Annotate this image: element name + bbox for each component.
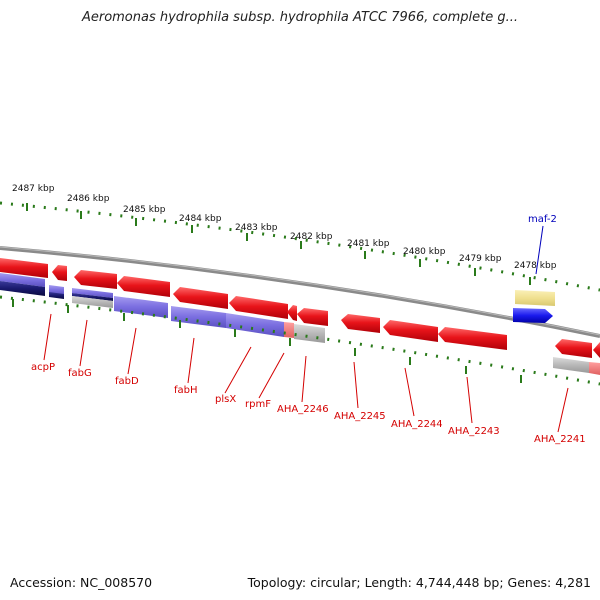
gene-arrow-fabD[interactable] bbox=[117, 276, 170, 297]
track-segment bbox=[171, 306, 226, 328]
track-segment bbox=[0, 281, 45, 296]
gene-arrow-AHA_2246[interactable] bbox=[297, 308, 328, 326]
gene-label-AHA_2241[interactable]: AHA_2241 bbox=[534, 434, 586, 445]
track-segment bbox=[72, 288, 113, 298]
gene-labels: acpP fabG fabD fabH plsX rpmF AHA_2246 A… bbox=[31, 214, 586, 445]
accession-text: Accession: NC_008570 bbox=[10, 575, 153, 590]
gene-arrow-plsX[interactable] bbox=[229, 296, 288, 319]
gene-label-acpP[interactable]: acpP bbox=[31, 362, 55, 373]
map-title: Aeromonas hydrophila subsp. hydrophila A… bbox=[81, 10, 519, 25]
inner-tracks bbox=[0, 273, 600, 375]
gene-label-AHA_2245[interactable]: AHA_2245 bbox=[334, 411, 386, 422]
track-segment bbox=[49, 292, 64, 299]
gene-label-AHA_2246[interactable]: AHA_2246 bbox=[277, 404, 329, 415]
ruler-label: 2478 kbp bbox=[514, 261, 557, 271]
inner-ruler-major-ticks bbox=[12, 299, 522, 383]
gene-arrow-AHA_2244[interactable] bbox=[383, 320, 438, 342]
track-segment bbox=[589, 362, 600, 375]
track-segment bbox=[72, 296, 113, 308]
ruler-label: 2481 kbp bbox=[347, 239, 390, 249]
track-segment bbox=[72, 293, 113, 301]
track-segment bbox=[114, 296, 168, 318]
outer-ruler-major-ticks bbox=[26, 203, 531, 285]
ruler-label: 2483 kbp bbox=[235, 223, 278, 233]
forward-strand-genes bbox=[513, 290, 555, 323]
gene-label-AHA_2244[interactable]: AHA_2244 bbox=[391, 419, 443, 430]
topology-text: Topology: circular; Length: 4,744,448 bp… bbox=[247, 575, 591, 590]
track-maf-2 bbox=[515, 290, 555, 306]
gene-arrow-AHA_2245[interactable] bbox=[341, 314, 380, 333]
track-segment bbox=[0, 273, 45, 287]
ruler-labels: 2487 kbp 2486 kbp 2485 kbp 2484 kbp 2483… bbox=[12, 184, 557, 271]
gene-arrow-AHA_2241[interactable] bbox=[555, 339, 592, 358]
gene-arrow-AHA_2243[interactable] bbox=[438, 327, 507, 350]
track-segment bbox=[226, 313, 284, 337]
gene-arrow-edge[interactable] bbox=[593, 342, 600, 358]
ruler-label: 2486 kbp bbox=[67, 194, 110, 204]
gene-label-maf-2[interactable]: maf-2 bbox=[528, 214, 557, 225]
ruler-label: 2480 kbp bbox=[403, 247, 446, 257]
gene-label-plsX[interactable]: plsX bbox=[215, 394, 236, 405]
gene-arrow-acpP[interactable] bbox=[52, 265, 67, 281]
ruler-label: 2487 kbp bbox=[12, 184, 55, 194]
gene-label-rpmF[interactable]: rpmF bbox=[245, 399, 271, 410]
label-leader-maf-2 bbox=[535, 225, 544, 275]
gene-arrow-fabG[interactable] bbox=[74, 270, 117, 289]
track-segment bbox=[294, 324, 325, 343]
reverse-strand-genes bbox=[0, 258, 600, 358]
track-segment bbox=[553, 357, 589, 373]
gene-arrow-fabH[interactable] bbox=[173, 287, 228, 309]
gene-label-AHA_2243[interactable]: AHA_2243 bbox=[448, 426, 500, 437]
ruler-label: 2485 kbp bbox=[123, 205, 166, 215]
gene-arrow-maf-2[interactable] bbox=[513, 308, 553, 323]
gene-arrow-acpP-left[interactable] bbox=[0, 258, 48, 278]
ruler-label: 2479 kbp bbox=[459, 254, 502, 264]
gene-arrow-rpmF[interactable] bbox=[287, 305, 297, 321]
gene-label-fabG[interactable]: fabG bbox=[68, 368, 92, 379]
track-segment bbox=[284, 322, 294, 338]
gene-label-fabD[interactable]: fabD bbox=[115, 376, 139, 387]
label-leaders bbox=[43, 313, 569, 433]
gene-label-fabH[interactable]: fabH bbox=[174, 385, 198, 396]
ruler-label: 2482 kbp bbox=[290, 232, 333, 242]
ruler-label: 2484 kbp bbox=[179, 214, 222, 224]
